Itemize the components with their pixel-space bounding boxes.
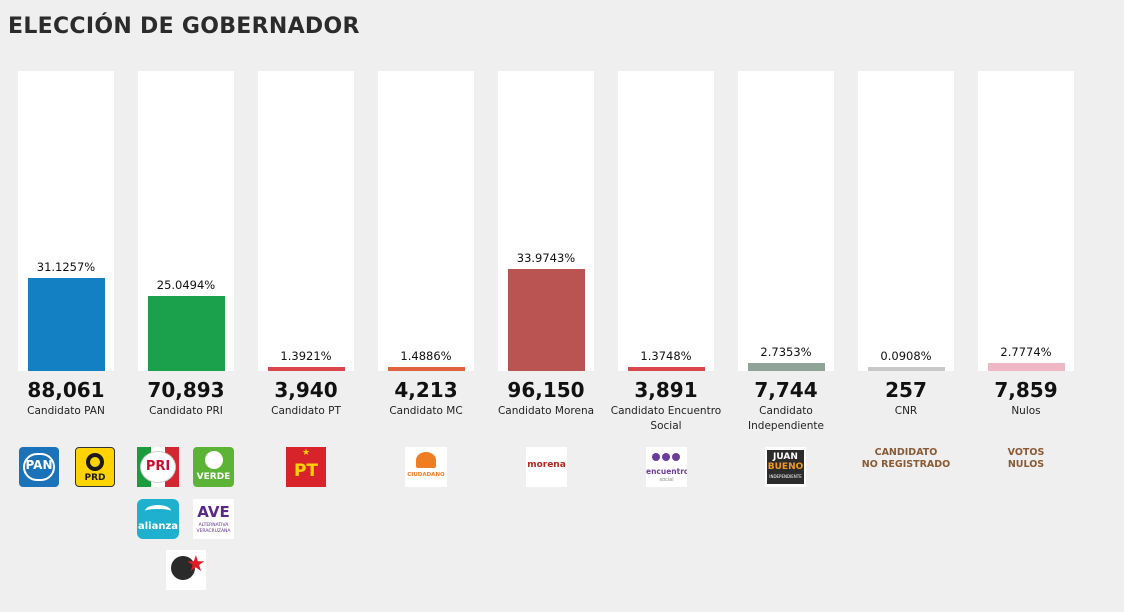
bar-track: 33.9743% — [498, 71, 594, 371]
percent-label: 1.3921% — [280, 349, 332, 363]
bar-track: 1.3921% — [258, 71, 354, 371]
percent-label: 31.1257% — [36, 260, 96, 274]
percent-label: 1.3748% — [640, 349, 692, 363]
juan-bueno-logo-icon: JUAN BUENO INDEPENDIENTE — [765, 447, 806, 487]
bar — [28, 278, 105, 371]
vote-count: 257 — [885, 378, 927, 402]
bar — [508, 269, 585, 371]
votos-nulos-label: VOTOS NULOS — [1007, 447, 1045, 470]
prd-logo-icon: PRD — [75, 447, 115, 487]
encuentro-social-logo-icon: encuentro social — [646, 447, 687, 487]
bar — [748, 363, 825, 371]
ave-logo-icon: AVE ALTERNATIVA VERACRUZANA — [193, 499, 234, 539]
bar-track: 31.1257% — [18, 71, 114, 371]
bar-track: 2.7353% — [738, 71, 834, 371]
percent-label: 2.7774% — [1000, 345, 1052, 359]
candidate-label: Candidato PRI — [149, 405, 223, 417]
percent-label: 1.4886% — [400, 349, 452, 363]
pt-logo-icon: ★ PT — [286, 447, 326, 487]
candidate-label: Candidato Morena — [497, 405, 595, 417]
candidate-label: Candidato PAN — [27, 405, 105, 417]
candidate-label: Candidato Encuentro Social — [610, 405, 722, 432]
percent-label: 33.9743% — [516, 251, 576, 265]
verde-logo-icon: VERDE — [193, 447, 234, 487]
mc-logo-icon: CIUDADANO — [405, 447, 447, 487]
candidate-label: Nulos — [1011, 405, 1041, 417]
candidate-label: CNR — [894, 405, 918, 417]
bar-track: 2.7774% — [978, 71, 1074, 371]
vote-count: 3,891 — [634, 378, 698, 402]
bar — [388, 367, 465, 371]
pan-logo-icon: PAN — [19, 447, 59, 487]
vote-count: 96,150 — [507, 378, 585, 402]
vote-count: 3,940 — [274, 378, 338, 402]
bar-track: 25.0494% — [138, 71, 234, 371]
pri-logo-icon: PRI — [137, 447, 179, 487]
percent-label: 0.0908% — [880, 349, 932, 363]
vote-count: 7,859 — [994, 378, 1058, 402]
bar — [268, 367, 345, 371]
vote-count: 4,213 — [394, 378, 458, 402]
percent-label: 25.0494% — [156, 278, 216, 292]
cnr-label: CANDIDATO NO REGISTRADO — [861, 447, 951, 470]
bar-track: 0.0908% — [858, 71, 954, 371]
candidate-label: Candidato MC — [389, 405, 463, 417]
vote-count: 70,893 — [147, 378, 225, 402]
bar-track: 1.4886% — [378, 71, 474, 371]
red-star-logo-icon: ★ — [166, 550, 206, 590]
alianza-logo-icon: alianza — [137, 499, 179, 539]
vote-count: 88,061 — [27, 378, 105, 402]
bar — [868, 367, 945, 371]
bar-track: 1.3748% — [618, 71, 714, 371]
candidate-label: Candidato Independiente — [748, 405, 824, 432]
bar — [628, 367, 705, 371]
vote-count: 7,744 — [754, 378, 818, 402]
bar — [988, 363, 1065, 371]
page-title: ELECCIÓN DE GOBERNADOR — [8, 14, 360, 39]
candidate-label: Candidato PT — [271, 405, 341, 417]
morena-logo-icon: morena — [526, 447, 567, 487]
bar — [148, 296, 225, 371]
percent-label: 2.7353% — [760, 345, 812, 359]
